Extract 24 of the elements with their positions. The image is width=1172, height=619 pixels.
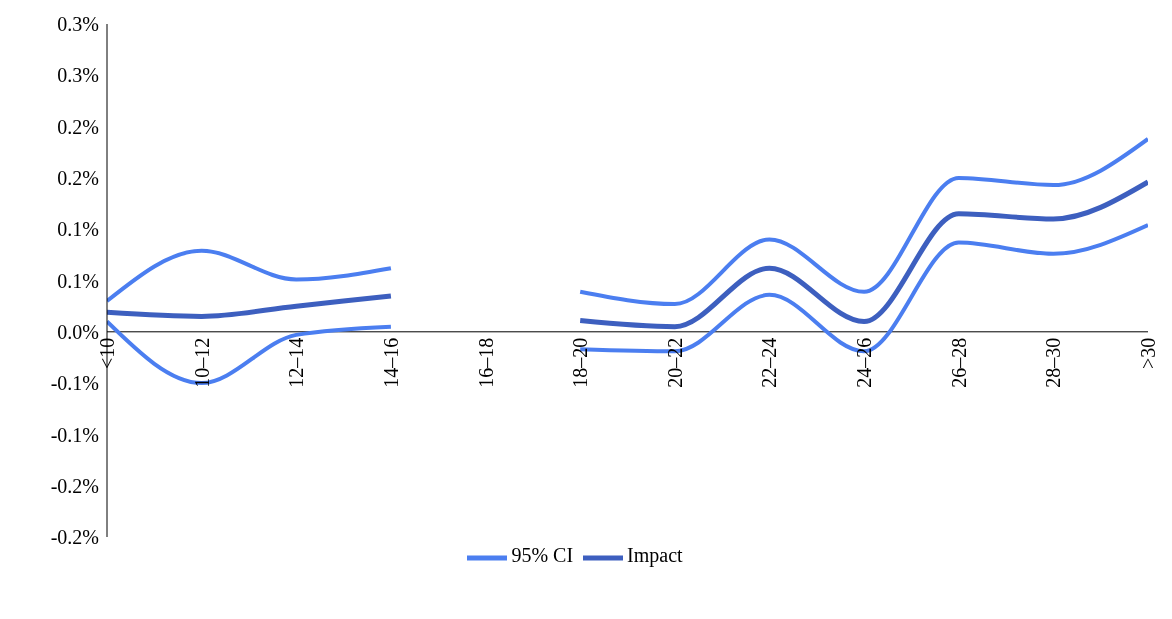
- legend-label: 95% CI: [511, 543, 574, 566]
- legend-label: Impact: [627, 543, 683, 566]
- y-tick-label: -0.2%: [50, 474, 99, 497]
- x-tick-label: 20–22: [663, 337, 686, 388]
- y-tick-label: 0.2%: [57, 167, 99, 189]
- x-tick-label: 24–26: [853, 337, 876, 388]
- y-tick-label: 0.0%: [57, 320, 99, 343]
- y-tick-label: -0.1%: [50, 372, 99, 395]
- y-tick-label: 0.1%: [57, 269, 99, 292]
- x-tick-label: 10–12: [190, 337, 213, 388]
- y-tick-label: 0.3%: [57, 13, 99, 36]
- x-tick-label: 28–30: [1042, 337, 1065, 388]
- y-tick-label: 0.3%: [57, 64, 99, 87]
- x-tick-label: 12–14: [285, 337, 308, 388]
- x-tick-label: >30: [1137, 337, 1159, 370]
- x-tick-label: 18–20: [569, 337, 592, 388]
- x-tick-label: 16–18: [474, 337, 497, 388]
- x-tick-label: 22–24: [758, 337, 781, 388]
- x-tick-label: 14–16: [379, 337, 402, 388]
- y-tick-label: 0.2%: [57, 115, 99, 138]
- x-tick-label: 26–28: [947, 337, 970, 388]
- y-tick-label: -0.1%: [50, 423, 99, 446]
- y-tick-label: -0.2%: [50, 526, 99, 549]
- y-tick-label: 0.1%: [57, 218, 99, 241]
